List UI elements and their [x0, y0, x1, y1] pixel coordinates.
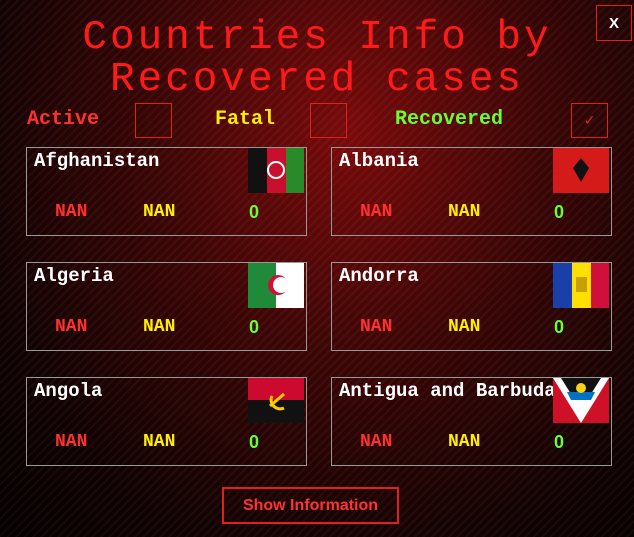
- fatal: NAN: [448, 202, 481, 222]
- checkbox[interactable]: [135, 103, 172, 138]
- country-name: Angola: [34, 380, 103, 402]
- fatal: NAN: [143, 432, 176, 452]
- show-information-button[interactable]: Show Information: [222, 487, 399, 524]
- country-card[interactable]: Angola NAN NAN 0: [26, 377, 307, 466]
- title: Countries Info by: [82, 15, 552, 61]
- fatal: NAN: [448, 432, 481, 452]
- recovered: 0: [249, 432, 260, 452]
- flag: [248, 263, 304, 308]
- flag: [248, 378, 304, 423]
- country-card[interactable]: Albania NAN NAN 0: [331, 147, 612, 236]
- country-name: Antigua and Barbuda: [339, 380, 554, 402]
- filter-label: Fatal: [215, 108, 276, 131]
- recovered: 0: [249, 317, 260, 337]
- flag: [553, 148, 609, 193]
- country-card[interactable]: Afghanistan NAN NAN 0: [26, 147, 307, 236]
- active: NAN: [55, 432, 88, 452]
- fatal: NAN: [143, 202, 176, 222]
- fatal: NAN: [143, 317, 176, 337]
- country-name: Andorra: [339, 265, 419, 287]
- country-name: Algeria: [34, 265, 114, 287]
- flag: [553, 263, 609, 308]
- country-name: Afghanistan: [34, 150, 160, 172]
- active: NAN: [360, 432, 393, 452]
- country-card[interactable]: Antigua and Barbuda NAN NAN 0: [331, 377, 612, 466]
- checkbox[interactable]: ✓: [571, 103, 608, 138]
- active: NAN: [55, 202, 88, 222]
- active: NAN: [360, 317, 393, 337]
- active: NAN: [55, 317, 88, 337]
- flag: [553, 378, 609, 423]
- checkbox[interactable]: [310, 103, 347, 138]
- filter-label: Active: [27, 108, 100, 131]
- recovered: 0: [554, 202, 565, 222]
- recovered: 0: [554, 432, 565, 452]
- filter-label: Recovered: [395, 108, 504, 131]
- country-card[interactable]: Algeria NAN NAN 0: [26, 262, 307, 351]
- recovered: 0: [249, 202, 260, 222]
- active: NAN: [360, 202, 393, 222]
- fatal: NAN: [448, 317, 481, 337]
- title: Recovered cases: [109, 57, 525, 103]
- country-card[interactable]: Andorra NAN NAN 0: [331, 262, 612, 351]
- flag: [248, 148, 304, 193]
- recovered: 0: [554, 317, 565, 337]
- country-name: Albania: [339, 150, 419, 172]
- close-button[interactable]: X: [596, 5, 632, 41]
